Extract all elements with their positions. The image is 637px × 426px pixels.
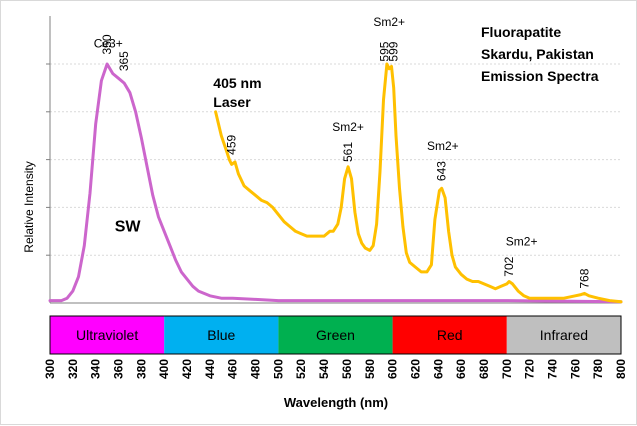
x-tick-label: 540 <box>317 359 331 379</box>
x-tick-label: 360 <box>112 359 126 379</box>
x-tick-label: 780 <box>591 359 605 379</box>
color-bands: Ultraviolet Blue Green Red Infrared <box>49 315 622 355</box>
band-blue <box>164 316 279 354</box>
title-line: Emission Spectra <box>481 68 599 84</box>
band-label: Ultraviolet <box>76 327 138 343</box>
peak-label: Sm2+ <box>427 139 459 153</box>
peak-label: Sm2+ <box>373 15 405 29</box>
peak-label: Sm2+ <box>506 235 538 249</box>
series-line-2 <box>214 62 623 304</box>
band-green <box>278 316 393 354</box>
x-tick-label: 640 <box>431 359 445 379</box>
x-tick-label: 500 <box>271 359 285 379</box>
peak-label: 643 <box>435 161 449 181</box>
peak-label: 702 <box>502 256 516 276</box>
x-tick-label: 340 <box>89 359 103 379</box>
band-border <box>49 315 622 355</box>
band-label: Blue <box>207 327 235 343</box>
band-label: Green <box>316 327 355 343</box>
title-line: Fluorapatite <box>481 24 561 40</box>
x-tick-labels: 300 320 340 360 380 400 420 440 460 480 500 520 540 5… <box>43 359 628 379</box>
x-tick-label: 320 <box>66 359 80 379</box>
peak-label: Sm2+ <box>332 120 364 134</box>
band-label: Red <box>437 327 463 343</box>
y-axis-label: Relative Intensity <box>22 161 36 252</box>
series-lines <box>48 62 623 304</box>
title-line: Skardu, Pakistan <box>481 46 594 62</box>
x-tick-label: 480 <box>249 359 263 379</box>
peak-label: 768 <box>577 268 591 288</box>
x-tick-label: 680 <box>477 359 491 379</box>
x-tick-label: 560 <box>340 359 354 379</box>
x-tick-label: 600 <box>386 359 400 379</box>
x-tick-label: 300 <box>43 359 57 379</box>
axes <box>49 16 621 304</box>
peak-label: 599 <box>387 41 401 61</box>
peak-label: 459 <box>225 134 239 154</box>
x-tick-label: 740 <box>545 359 559 379</box>
peak-label: Laser <box>213 94 251 110</box>
x-tick-label: 380 <box>134 359 148 379</box>
x-axis-label: Wavelength (nm) <box>284 395 388 410</box>
x-tick-label: 580 <box>363 359 377 379</box>
peak-label: 365 <box>117 51 131 71</box>
x-tick-label: 400 <box>157 359 171 379</box>
chart-title: Fluorapatite Skardu, Pakistan Emission Spe… <box>481 24 599 84</box>
band-ultraviolet <box>50 316 165 354</box>
x-tick-label: 800 <box>614 359 628 379</box>
x-tick-label: 520 <box>294 359 308 379</box>
peak-label: 405 nm <box>213 75 261 91</box>
peak-label: 561 <box>341 142 355 162</box>
x-tick-label: 460 <box>226 359 240 379</box>
peak-label: 595 <box>378 41 392 61</box>
x-tick-label: 660 <box>454 359 468 379</box>
peak-label: 350 <box>100 34 114 54</box>
x-tick-label: 720 <box>523 359 537 379</box>
x-tick-label: 440 <box>203 359 217 379</box>
series-line-1 <box>48 62 623 304</box>
x-tick-label: 620 <box>408 359 422 379</box>
x-tick-label: 760 <box>568 359 582 379</box>
band-infrared <box>506 316 621 354</box>
band-red <box>392 316 507 354</box>
y-gridlines <box>46 63 621 256</box>
x-tick-label: 700 <box>500 359 514 379</box>
peak-label: Ce3+ <box>94 36 123 50</box>
band-label: Infrared <box>540 327 588 343</box>
peak-label: SW <box>115 218 142 235</box>
x-tick-label: 420 <box>180 359 194 379</box>
